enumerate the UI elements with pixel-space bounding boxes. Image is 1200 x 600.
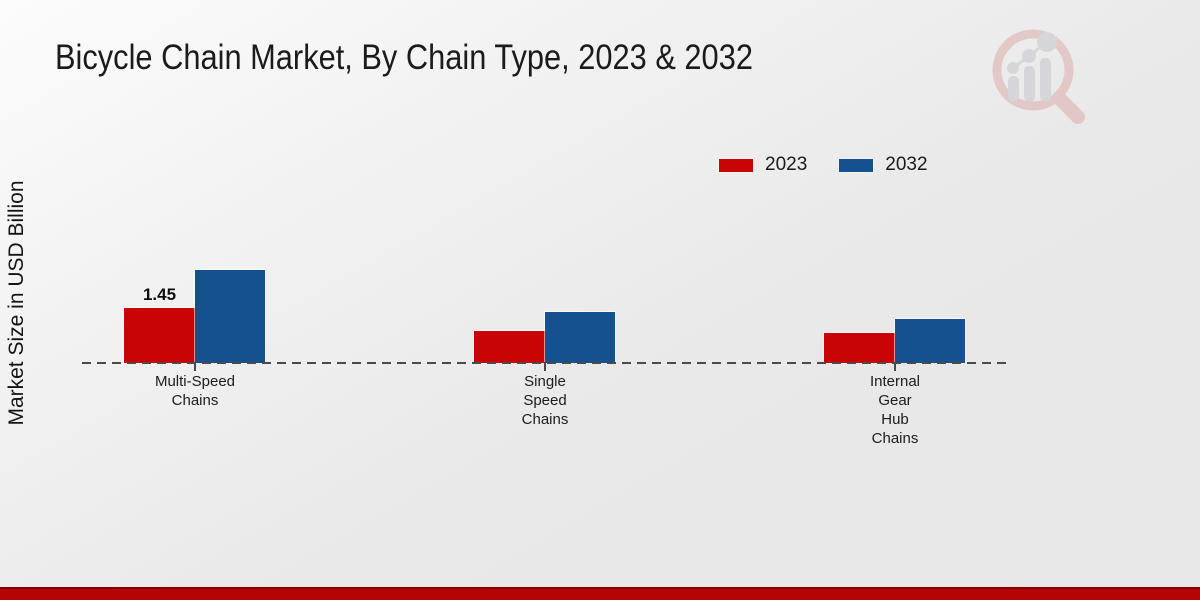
bar-2032-internal-gear-hub-chains [895,319,965,363]
footer-accent-band [0,587,1200,600]
category-label-internal-gear-hub-chains: Internal Gear Hub Chains [869,373,921,447]
legend-label-2032: 2032 [885,154,928,175]
axis-tick [194,363,196,371]
legend-label-2023: 2023 [765,154,808,175]
category-label-multi-speed-chains: Multi-Speed Chains [154,373,236,409]
bar-2023-multi-speed-chains [124,308,195,363]
y-axis-label: Market Size in USD Billion [5,180,28,426]
legend: 2023 2032 [719,154,928,176]
magnifier-bar-chart-logo-icon [992,29,1085,124]
data-label-multi-speed-2023: 1.45 [142,285,177,304]
axis-tick [894,363,896,371]
axis-tick [544,363,546,371]
legend-swatch-2023 [719,158,753,172]
bar-2023-internal-gear-hub-chains [824,332,895,363]
bar-2032-multi-speed-chains [195,270,265,363]
chart-title: Bicycle Chain Market, By Chain Type, 202… [55,38,753,77]
category-label-single-speed-chains: Single Speed Chains [521,373,569,428]
bar-2023-single-speed-chains [474,330,545,363]
bar-2032-single-speed-chains [545,311,615,363]
legend-swatch-2032 [839,158,874,172]
